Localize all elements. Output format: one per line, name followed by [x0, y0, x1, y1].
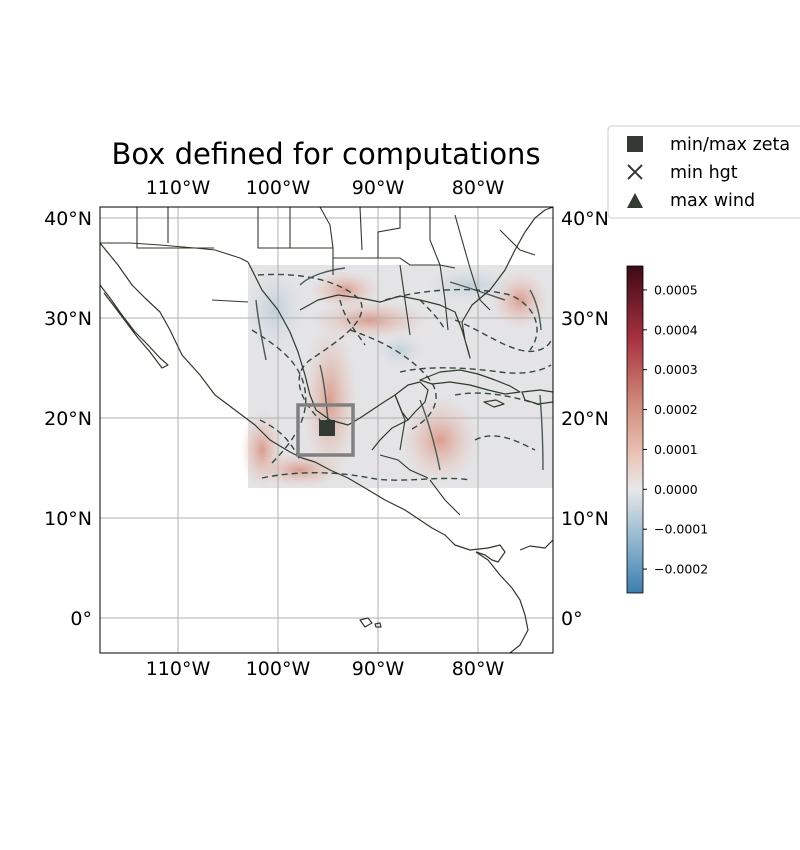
tick-label-80w-bottom: 80°W	[452, 658, 505, 680]
x-tick-labels-bottom: 110°W 100°W 90°W 80°W	[146, 658, 505, 680]
colorbar-tick-label: 0.0003	[654, 362, 698, 377]
colorbar-tick-label: −0.0001	[654, 522, 708, 537]
hispaniola	[521, 389, 553, 405]
tick-label-10n-left: 10°N	[44, 508, 92, 530]
chart-title: Box defined for computations	[111, 137, 540, 171]
baja-peninsula	[100, 284, 169, 369]
colorbar-tick-label: 0.0005	[654, 282, 698, 297]
tick-label-10n-right: 10°N	[561, 508, 609, 530]
colorbar-gradient	[626, 265, 644, 594]
computation-box	[296, 403, 355, 457]
colorbar-tick-label: 0.0000	[654, 482, 698, 497]
tick-label-20n-left: 20°N	[44, 408, 92, 430]
tick-label-30n-left: 30°N	[44, 308, 92, 330]
political-borders	[100, 207, 536, 516]
colorbar-tick-label: 0.0004	[654, 322, 698, 337]
us-gulf-coast	[299, 207, 553, 359]
tick-label-40n-left: 40°N	[44, 208, 92, 230]
jamaica	[483, 399, 505, 408]
tick-label-0-right: 0°	[561, 608, 583, 630]
yucatan	[394, 381, 429, 421]
markers	[319, 419, 335, 436]
galapagos	[359, 617, 382, 628]
tick-label-110w-bottom: 110°W	[146, 658, 211, 680]
tick-label-100w-top: 100°W	[246, 177, 311, 199]
legend: min/max zeta min hgt max wind	[607, 125, 800, 219]
y-tick-labels-left: 40°N 30°N 20°N 10°N 0°	[44, 208, 92, 630]
legend-label-zeta: min/max zeta	[670, 135, 790, 155]
legend-frame	[607, 125, 800, 219]
colorbar-tick-label: −0.0002	[654, 562, 708, 577]
tick-label-90w-top: 90°W	[352, 177, 405, 199]
tick-label-110w-top: 110°W	[146, 177, 211, 199]
map-frame	[99, 206, 554, 654]
colorbar: 0.0005 0.0004 0.0003 0.0002 0.0001 0.0000 −0.0…	[626, 265, 708, 594]
map-axes	[100, 207, 553, 653]
coastlines	[100, 207, 553, 653]
legend-square-icon	[627, 136, 643, 152]
legend-label-hgt: min hgt	[670, 163, 738, 183]
tick-label-90w-bottom: 90°W	[352, 658, 405, 680]
tick-label-0-left: 0°	[70, 608, 92, 630]
colorbar-tick-label: 0.0002	[654, 402, 698, 417]
tick-label-20n-right: 20°N	[561, 408, 609, 430]
tick-label-80w-top: 80°W	[452, 177, 505, 199]
x-tick-labels-top: 110°W 100°W 90°W 80°W	[146, 177, 505, 199]
colorbar-ticks: 0.0005 0.0004 0.0003 0.0002 0.0001 0.0000 −0.0…	[643, 282, 708, 577]
legend-label-wind: max wind	[670, 191, 755, 211]
contours	[251, 267, 552, 481]
south-america-coast	[475, 539, 553, 653]
y-tick-labels-right: 40°N 30°N 20°N 10°N 0°	[561, 208, 609, 630]
legend-x-icon	[627, 164, 643, 180]
legend-triangle-icon	[627, 193, 643, 208]
north-america-coast	[100, 242, 506, 563]
tick-label-100w-bottom: 100°W	[246, 658, 311, 680]
vorticity-field	[240, 265, 553, 490]
tick-label-40n-right: 40°N	[561, 208, 609, 230]
tick-label-30n-right: 30°N	[561, 308, 609, 330]
cuba	[419, 369, 521, 395]
gridlines	[100, 207, 553, 653]
colorbar-tick-label: 0.0001	[654, 442, 698, 457]
min-max-zeta-marker	[319, 420, 335, 436]
